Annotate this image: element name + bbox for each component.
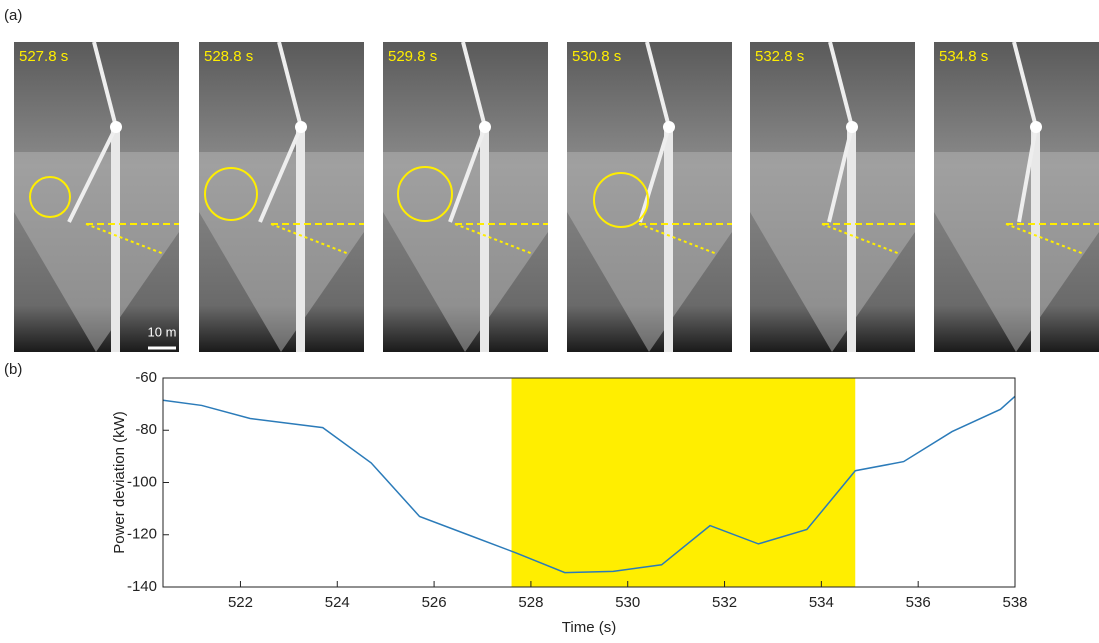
wake-cone	[567, 152, 732, 352]
hub	[295, 121, 307, 133]
data-line	[162, 395, 1016, 574]
tower	[1031, 127, 1040, 352]
x-tick-label: 538	[1002, 594, 1027, 611]
x-tick-label: 526	[422, 594, 447, 611]
plot-frame	[162, 377, 1016, 588]
timestamp: 527.8 s	[19, 48, 68, 65]
x-tick-label: 534	[809, 594, 834, 611]
dotted-line	[270, 223, 350, 255]
blade	[827, 126, 854, 223]
frame-strip: 527.8 s 528.8 s 529.8 s 530.8 s 532.8 s 534.8…	[14, 41, 1099, 352]
vortex-circle	[29, 176, 71, 218]
y-tick-label: -60	[135, 369, 157, 386]
timestamp: 532.8 s	[755, 48, 804, 65]
tower	[847, 127, 856, 352]
blade	[277, 41, 303, 128]
panel-label: (b)	[4, 361, 22, 378]
x-tick-label: 536	[906, 594, 931, 611]
tower	[480, 127, 489, 352]
blade	[461, 41, 487, 128]
x-tick-label: 532	[712, 594, 737, 611]
wake-cone	[934, 152, 1099, 352]
blade	[645, 41, 671, 128]
highlight-band	[511, 378, 856, 587]
wake-cone	[750, 152, 915, 352]
hub	[846, 121, 858, 133]
x-tick-label: 528	[518, 594, 543, 611]
timestamp: 529.8 s	[388, 48, 437, 65]
y-tick-label: -140	[127, 578, 157, 595]
x-tick-label: 530	[615, 594, 640, 611]
x-tick-label: 524	[325, 594, 350, 611]
y-tick-label: -120	[127, 526, 157, 543]
hub	[663, 121, 675, 133]
blade	[1017, 126, 1038, 223]
vortex-circle	[593, 172, 649, 228]
blade	[258, 126, 303, 223]
wake-cone	[14, 152, 179, 352]
hub	[110, 121, 122, 133]
x-axis-label: Time (s)	[562, 619, 616, 636]
tower	[111, 127, 120, 352]
blade	[448, 126, 487, 223]
blade	[828, 41, 854, 128]
dotted-line	[821, 223, 901, 255]
hub	[1030, 121, 1042, 133]
y-tick-label: -100	[127, 473, 157, 490]
tower	[664, 127, 673, 352]
panel-label: (a)	[4, 7, 22, 24]
blade	[1012, 41, 1038, 128]
blade	[638, 126, 671, 223]
dotted-line	[85, 223, 165, 255]
wake-cone	[199, 152, 364, 352]
dotted-line	[454, 223, 534, 255]
vortex-circle	[397, 166, 453, 222]
x-tick-label: 522	[228, 594, 253, 611]
timestamp: 530.8 s	[572, 48, 621, 65]
timestamp: 528.8 s	[204, 48, 253, 65]
tower	[296, 127, 305, 352]
dotted-line	[1005, 223, 1085, 255]
y-tick-label: -80	[135, 421, 157, 438]
timestamp: 534.8 s	[939, 48, 988, 65]
y-axis-label: Power deviation (kW)	[111, 411, 128, 554]
chart: 522 524 526 528 530 532 534 536 538 -140 -120 -100 -…	[111, 369, 1028, 636]
scale-bar-label: 10 m	[148, 324, 177, 339]
wake-cone	[383, 152, 548, 352]
blade	[92, 41, 118, 128]
hub	[479, 121, 491, 133]
blade	[67, 126, 118, 223]
vortex-circle	[204, 167, 258, 221]
dotted-line	[638, 223, 718, 255]
